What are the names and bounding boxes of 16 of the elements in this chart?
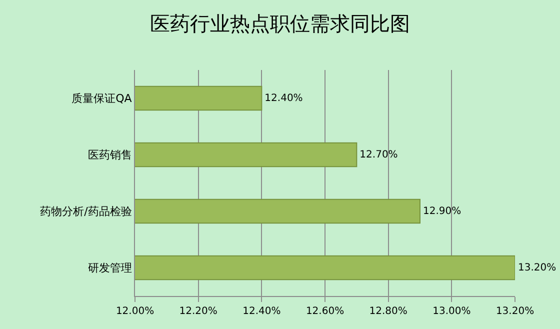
x-tick-label: 13.00% <box>432 306 471 317</box>
data-label: 13.20% <box>518 262 556 274</box>
x-tick-label: 13.20% <box>496 306 534 317</box>
chart-title: 医药行业热点职位需求同比图 <box>150 11 410 36</box>
data-label: 12.70% <box>360 149 398 160</box>
x-tick-label: 12.20% <box>179 306 218 317</box>
y-tick-label: 质量保证QA <box>72 92 132 106</box>
y-tick-label: 医药销售 <box>88 148 132 162</box>
x-tick-label: 12.00% <box>116 306 154 317</box>
data-label: 12.90% <box>423 206 462 217</box>
x-tick-label: 12.60% <box>306 306 344 317</box>
data-label: 12.40% <box>264 92 303 104</box>
x-tick-label: 12.80% <box>369 306 408 317</box>
y-tick-label: 研发管理 <box>88 262 132 275</box>
y-tick-label: 药物分析/药品检验 <box>40 205 132 218</box>
x-tick-label: 12.40% <box>242 306 281 317</box>
